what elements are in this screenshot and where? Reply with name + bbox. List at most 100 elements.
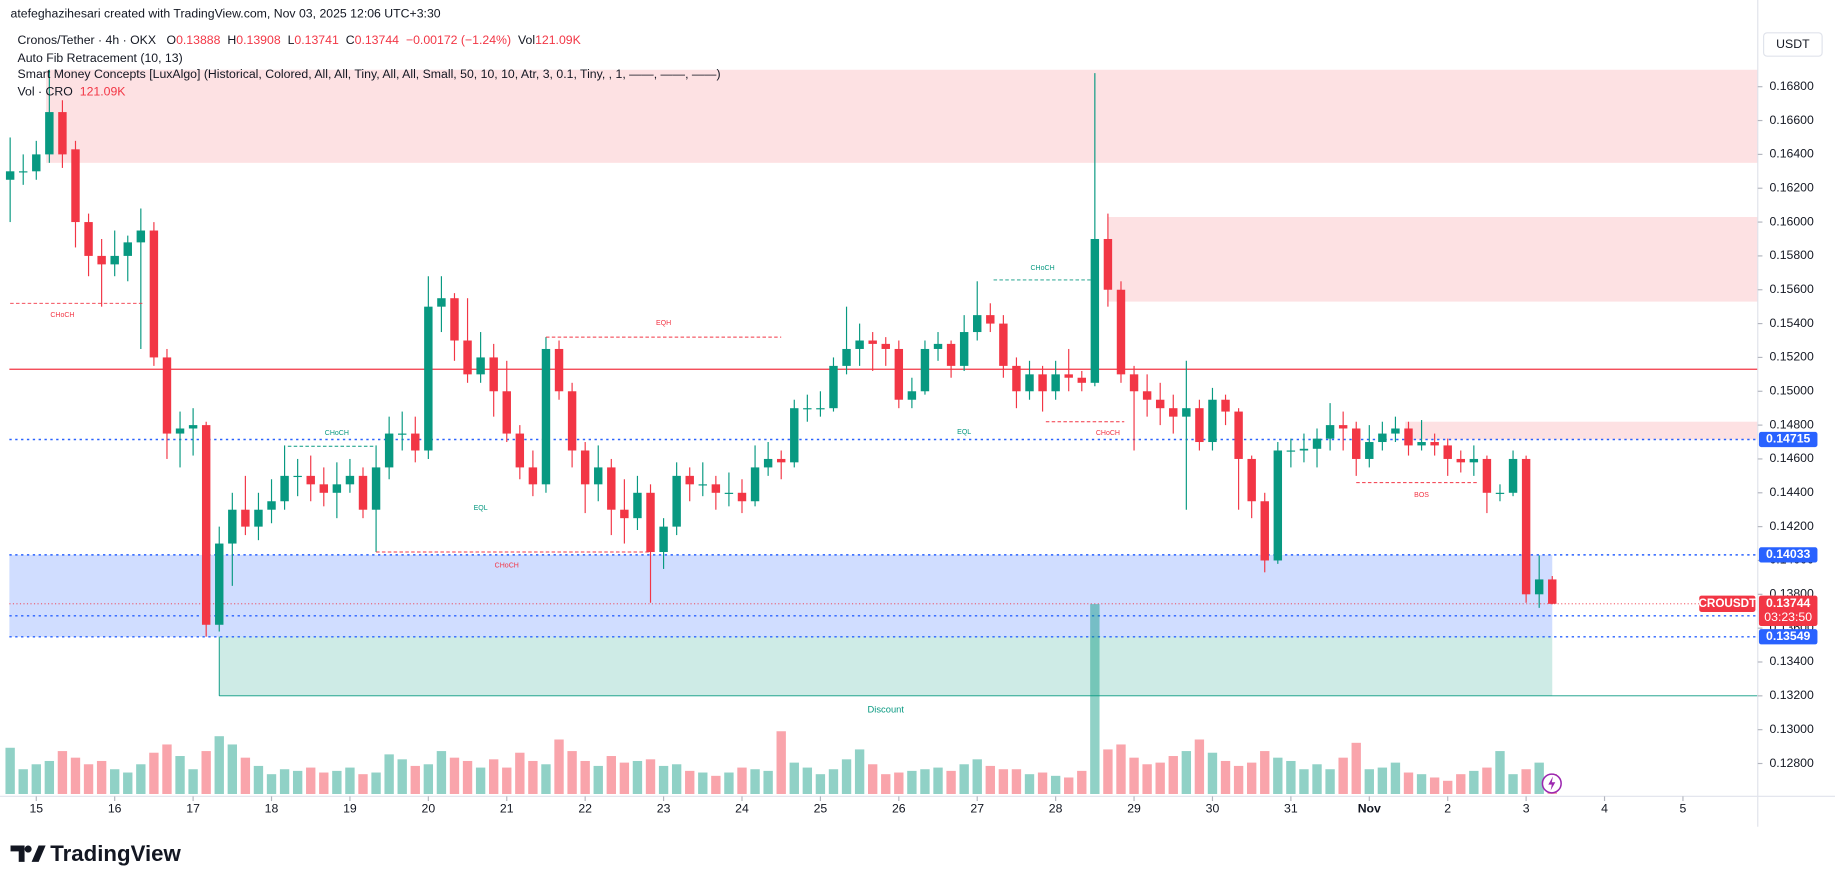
candle-body: [672, 475, 681, 527]
volume-bar: [1103, 749, 1113, 794]
last-price-label: 0.13744: [1766, 596, 1811, 610]
volume-bar: [1273, 757, 1283, 794]
x-tick-label: 18: [265, 801, 279, 815]
candle-body: [1247, 458, 1256, 502]
volume-bar: [645, 759, 656, 794]
symbol-tag: [1699, 595, 1756, 612]
candle-body: [306, 475, 315, 485]
x-tick-label: 24: [735, 801, 749, 815]
candle-body: [188, 425, 198, 429]
candle-body: [959, 332, 969, 366]
volume-bar: [907, 770, 917, 794]
structure-label: BOS: [1414, 492, 1429, 499]
alert-icon-bolt: [1548, 776, 1556, 791]
brand-logo: TradingView: [10, 841, 182, 866]
ohlc-key: O: [167, 33, 177, 47]
candle-body: [1443, 445, 1452, 459]
volume-bar: [528, 760, 538, 794]
zone: [1107, 216, 1758, 302]
volume-bar: [253, 765, 264, 794]
candle-body: [476, 357, 485, 375]
volume-bar: [96, 760, 107, 794]
volume-bar: [436, 751, 447, 794]
volume-bar: [998, 769, 1009, 794]
candle-body: [737, 492, 747, 502]
structure-label: EQL: [957, 429, 971, 436]
currency[interactable]: USDT: [1776, 37, 1810, 51]
y-tick-label: 0.15800: [1769, 248, 1814, 262]
candle-body: [646, 492, 655, 553]
candles-layer: [5, 69, 1557, 637]
volume-bar: [1194, 739, 1205, 794]
y-tick-label: 0.14600: [1769, 451, 1814, 465]
symbol: Cronos/Tether · 4h · OKX: [18, 33, 157, 47]
volume-bar: [1390, 762, 1401, 794]
zone: [9, 554, 1553, 637]
candle-body: [607, 467, 616, 510]
volume-bar: [345, 767, 355, 794]
volume-bar: [1416, 774, 1427, 794]
ohlc-value: 0.13744: [355, 33, 400, 47]
zones-layer: [9, 69, 1758, 696]
candle-body: [136, 230, 146, 243]
volume-bar: [1403, 772, 1414, 794]
x-tick-label: 21: [500, 801, 514, 815]
volume-bar: [70, 757, 81, 794]
ohlc-key: H: [227, 33, 236, 47]
volume-bar: [1443, 780, 1453, 794]
volume-bar: [1129, 757, 1139, 794]
candle-body: [502, 391, 511, 434]
candle-body: [1352, 428, 1361, 459]
price-tag-label: 0.14715: [1766, 432, 1811, 446]
ohlc-key: L: [288, 33, 295, 47]
volume-bar: [606, 756, 616, 794]
candle-body: [790, 408, 799, 463]
candle-body: [659, 526, 668, 553]
volume-bar: [31, 764, 41, 794]
candle-body: [201, 425, 211, 625]
candle-body: [1534, 579, 1544, 595]
candle-body: [280, 475, 289, 502]
zone: [46, 69, 1758, 163]
volume-bar: [489, 759, 499, 794]
y-tick-label: 0.13400: [1769, 654, 1814, 668]
candle-body: [450, 298, 459, 341]
candle-body: [384, 433, 394, 468]
volume-bar: [1377, 767, 1388, 794]
candle-body: [1221, 399, 1230, 412]
y-tick-label: 0.15200: [1769, 350, 1814, 364]
volume-bar: [632, 760, 643, 794]
change: −0.00172 (−1.24%): [406, 33, 511, 47]
price-tag-label: 0.14033: [1766, 547, 1811, 561]
volume-bar: [763, 770, 773, 794]
volume-bar: [776, 731, 786, 794]
y-tick-label: 0.14400: [1769, 485, 1814, 499]
volume-bar: [1155, 762, 1165, 794]
candle-body: [920, 348, 930, 392]
volume-bar: [1338, 757, 1348, 794]
candle-body: [358, 475, 368, 510]
volume-bar: [1260, 751, 1270, 794]
volume-bar: [658, 765, 669, 794]
candle-body: [1051, 374, 1060, 392]
candle-body: [19, 171, 28, 173]
volume-bar: [1077, 770, 1087, 794]
lines-layer: [9, 368, 1758, 697]
candle-body: [1482, 458, 1492, 493]
brand-name: TradingView: [50, 841, 181, 866]
candle-body: [5, 171, 15, 180]
candle-body: [397, 433, 407, 435]
volume-bar: [188, 769, 198, 794]
volume-bar: [1220, 760, 1231, 794]
ohlc-value: 0.13888: [176, 33, 221, 47]
candle-body: [228, 509, 237, 544]
volume-legend-value: 121.09K: [80, 85, 127, 99]
candle-body: [763, 458, 773, 468]
volume-layer: [5, 604, 1557, 794]
candle-body: [698, 484, 708, 486]
currency-box[interactable]: [1763, 32, 1823, 57]
volume-bar: [1246, 762, 1257, 794]
volume-bar: [724, 772, 734, 794]
candle-body: [1090, 238, 1100, 383]
candle-body: [1521, 458, 1531, 595]
